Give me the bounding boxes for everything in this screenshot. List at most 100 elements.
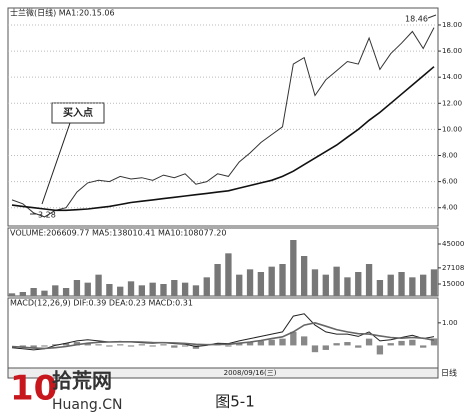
bar xyxy=(333,266,340,296)
bar xyxy=(181,282,189,296)
bar xyxy=(127,345,135,347)
bar xyxy=(117,344,124,346)
bar xyxy=(333,343,340,346)
site-name: 拾荒网 xyxy=(52,369,112,393)
y-tick-label: 15000 xyxy=(442,280,464,288)
bar xyxy=(138,285,146,296)
caption: 图5-1 xyxy=(215,393,255,411)
bar xyxy=(344,277,351,296)
bar xyxy=(430,269,438,296)
bar xyxy=(420,274,427,296)
bar xyxy=(138,344,146,346)
bar xyxy=(149,282,156,296)
bar xyxy=(160,284,167,296)
high-label: 18.46 xyxy=(405,15,428,24)
bar xyxy=(62,343,70,346)
bar xyxy=(171,280,178,296)
bar xyxy=(214,264,221,296)
bar xyxy=(311,345,319,353)
bar xyxy=(52,285,59,296)
series-line xyxy=(11,66,435,212)
price-title: 士兰微(日线) MA1:20.15.06 xyxy=(10,8,115,18)
volume-panel xyxy=(7,227,439,297)
y-tick-label: 4.00 xyxy=(442,204,458,212)
bar xyxy=(106,284,113,296)
bar xyxy=(268,266,275,296)
bar xyxy=(41,290,48,296)
y-tick-label: 8.00 xyxy=(442,152,458,160)
bar xyxy=(73,280,81,296)
bar xyxy=(365,264,373,296)
bar xyxy=(19,292,26,296)
bar xyxy=(376,280,384,296)
bar xyxy=(355,272,362,296)
bar xyxy=(192,285,200,296)
bar xyxy=(236,343,243,346)
bar xyxy=(290,240,297,296)
bar xyxy=(225,345,232,347)
bar xyxy=(279,264,286,296)
bar xyxy=(203,277,210,296)
y-tick-label: 14.00 xyxy=(442,73,462,81)
bar xyxy=(365,338,373,346)
y-tick-label: 45000 xyxy=(442,240,464,248)
bar xyxy=(322,274,329,296)
price-panel xyxy=(7,7,439,227)
bar xyxy=(149,345,156,347)
date-strip xyxy=(7,367,439,379)
bar xyxy=(8,293,16,296)
bar xyxy=(344,342,351,346)
site-url: Huang.CN xyxy=(52,397,122,413)
bar xyxy=(420,345,427,348)
callout-text: 买入点 xyxy=(63,106,93,119)
bar xyxy=(84,282,91,296)
bar xyxy=(322,345,329,350)
bar xyxy=(192,345,200,349)
y-tick-label: 1.00 xyxy=(442,319,458,327)
bar xyxy=(19,345,26,347)
bar xyxy=(236,274,243,296)
y-tick-label: 27108 xyxy=(442,264,464,272)
bar xyxy=(268,339,275,346)
bar xyxy=(398,272,405,296)
bar xyxy=(160,344,167,346)
bar xyxy=(430,338,438,346)
series-line xyxy=(11,321,435,350)
callout-arrow xyxy=(41,122,71,205)
bar xyxy=(257,340,265,346)
bar xyxy=(387,343,394,346)
bar xyxy=(62,288,70,296)
bar xyxy=(181,345,189,347)
bar xyxy=(300,336,308,346)
bar xyxy=(311,269,319,296)
high-arrow xyxy=(427,14,437,19)
bar xyxy=(225,253,232,296)
logo: 10 xyxy=(10,369,57,409)
x-tick-label: 2008/09/16(三) xyxy=(224,369,277,377)
y-tick-label: 16.00 xyxy=(442,47,462,55)
bar xyxy=(409,339,416,346)
bar xyxy=(171,345,178,348)
bar xyxy=(279,338,286,346)
bar xyxy=(300,256,308,296)
bar xyxy=(355,345,362,348)
y-tick-label: 10.00 xyxy=(442,125,462,133)
y-tick-label: 18.00 xyxy=(442,21,462,29)
bar xyxy=(117,286,124,296)
bar xyxy=(52,344,59,346)
bar xyxy=(127,281,135,296)
bar xyxy=(84,343,91,346)
bar xyxy=(95,274,102,296)
bar xyxy=(409,277,416,296)
bar xyxy=(30,345,37,348)
y-tick-label: 6.00 xyxy=(442,178,458,186)
bar xyxy=(106,345,113,347)
series-line xyxy=(11,27,435,218)
bar xyxy=(398,340,405,346)
bar xyxy=(73,342,81,346)
bar xyxy=(30,288,37,296)
macd-title: MACD(12,26,9) DIF:0.39 DEA:0.23 MACD:0.3… xyxy=(10,299,193,308)
bar xyxy=(95,344,102,346)
bar xyxy=(376,345,384,355)
